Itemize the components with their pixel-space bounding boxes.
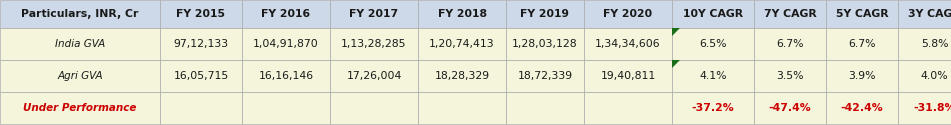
Bar <box>754 0 826 28</box>
Bar <box>898 0 951 28</box>
Text: 1,28,03,128: 1,28,03,128 <box>513 39 578 49</box>
Text: 17,26,004: 17,26,004 <box>346 71 401 81</box>
Text: 1,34,34,606: 1,34,34,606 <box>595 39 661 49</box>
Text: 7Y CAGR: 7Y CAGR <box>764 9 816 19</box>
Text: FY 2019: FY 2019 <box>520 9 570 19</box>
Bar <box>0 60 160 92</box>
Bar <box>754 60 826 92</box>
Bar <box>418 60 506 92</box>
Bar <box>754 92 826 124</box>
Polygon shape <box>672 28 680 36</box>
Bar <box>418 0 506 28</box>
Text: 16,05,715: 16,05,715 <box>173 71 228 81</box>
Text: Agri GVA: Agri GVA <box>57 71 103 81</box>
Bar <box>330 92 418 124</box>
Text: FY 2017: FY 2017 <box>349 9 398 19</box>
Bar <box>0 92 160 124</box>
Bar <box>0 28 160 60</box>
Text: FY 2016: FY 2016 <box>262 9 311 19</box>
Text: FY 2015: FY 2015 <box>177 9 225 19</box>
Bar <box>898 28 951 60</box>
Bar <box>826 60 898 92</box>
Bar <box>160 28 242 60</box>
Bar <box>160 60 242 92</box>
Text: 4.1%: 4.1% <box>699 71 727 81</box>
Text: 1,13,28,285: 1,13,28,285 <box>341 39 407 49</box>
Bar <box>584 60 672 92</box>
Bar <box>898 60 951 92</box>
Bar <box>506 92 584 124</box>
Bar <box>826 0 898 28</box>
Bar <box>160 92 242 124</box>
Bar <box>418 28 506 60</box>
Text: 5Y CAGR: 5Y CAGR <box>836 9 888 19</box>
Bar <box>330 28 418 60</box>
Bar <box>0 0 160 28</box>
Text: 6.7%: 6.7% <box>776 39 804 49</box>
Text: FY 2018: FY 2018 <box>437 9 487 19</box>
Text: 19,40,811: 19,40,811 <box>600 71 655 81</box>
Bar <box>506 60 584 92</box>
Text: Particulars, INR, Cr: Particulars, INR, Cr <box>21 9 139 19</box>
Bar <box>506 0 584 28</box>
Text: 16,16,146: 16,16,146 <box>259 71 314 81</box>
Bar <box>506 28 584 60</box>
Bar <box>242 28 330 60</box>
Bar <box>672 60 754 92</box>
Bar <box>584 92 672 124</box>
Text: 18,72,339: 18,72,339 <box>517 71 573 81</box>
Bar <box>330 60 418 92</box>
Text: -37.2%: -37.2% <box>691 103 734 113</box>
Bar <box>672 28 754 60</box>
Polygon shape <box>672 60 680 68</box>
Text: -47.4%: -47.4% <box>768 103 811 113</box>
Bar <box>584 28 672 60</box>
Text: 3Y CAGR: 3Y CAGR <box>908 9 951 19</box>
Bar <box>584 0 672 28</box>
Bar <box>242 60 330 92</box>
Bar <box>418 92 506 124</box>
Text: 10Y CAGR: 10Y CAGR <box>683 9 743 19</box>
Text: -42.4%: -42.4% <box>841 103 883 113</box>
Text: 3.9%: 3.9% <box>848 71 876 81</box>
Text: Under Performance: Under Performance <box>24 103 137 113</box>
Bar <box>826 28 898 60</box>
Text: 6.7%: 6.7% <box>848 39 876 49</box>
Text: FY 2020: FY 2020 <box>604 9 652 19</box>
Text: 4.0%: 4.0% <box>921 71 948 81</box>
Bar <box>242 92 330 124</box>
Text: 1,04,91,870: 1,04,91,870 <box>253 39 319 49</box>
Bar <box>754 28 826 60</box>
Bar <box>672 0 754 28</box>
Bar <box>898 92 951 124</box>
Text: 97,12,133: 97,12,133 <box>173 39 228 49</box>
Bar <box>242 0 330 28</box>
Text: 3.5%: 3.5% <box>776 71 804 81</box>
Text: 6.5%: 6.5% <box>699 39 727 49</box>
Text: 18,28,329: 18,28,329 <box>435 71 490 81</box>
Bar <box>160 0 242 28</box>
Text: 1,20,74,413: 1,20,74,413 <box>429 39 495 49</box>
Bar <box>672 92 754 124</box>
Text: India GVA: India GVA <box>55 39 106 49</box>
Bar <box>330 0 418 28</box>
Text: 5.8%: 5.8% <box>921 39 948 49</box>
Text: -31.8%: -31.8% <box>913 103 951 113</box>
Bar <box>826 92 898 124</box>
